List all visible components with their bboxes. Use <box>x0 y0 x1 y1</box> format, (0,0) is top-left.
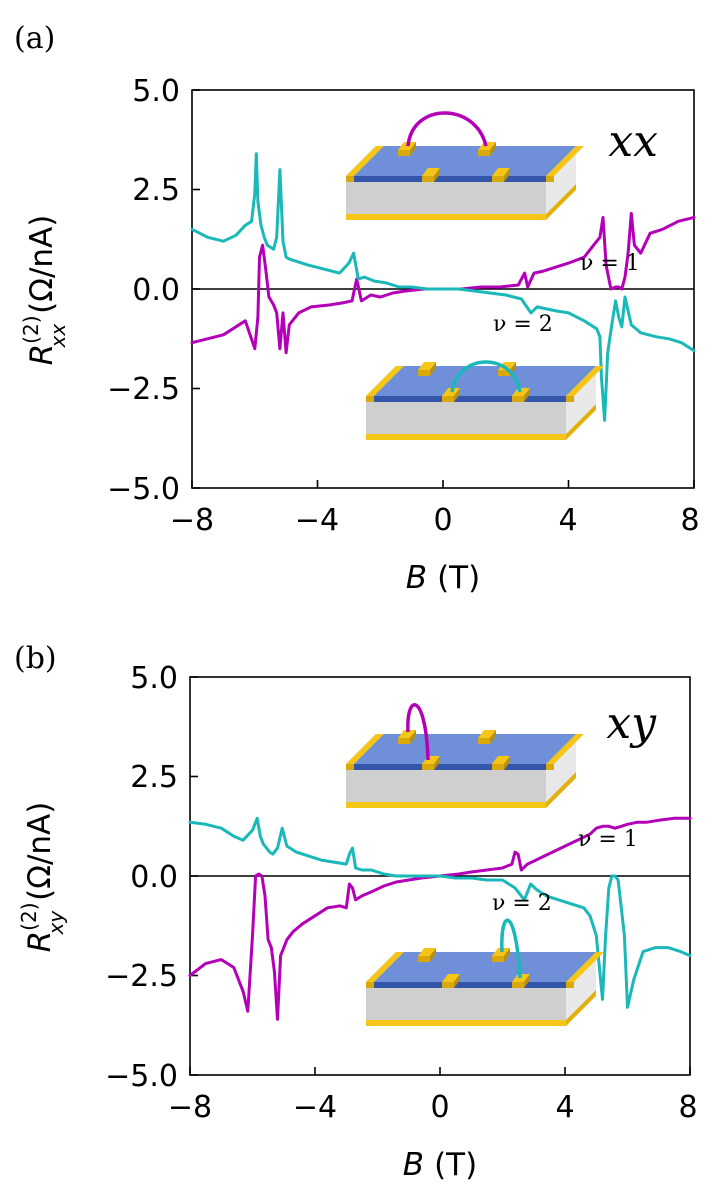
panel-b-xlabel-unit: (T) <box>434 1147 477 1183</box>
panel-b-ylabel-unit: (Ω/nA) <box>22 802 58 901</box>
panel-b-annotation-nu1: ν = 1 <box>578 827 638 852</box>
panel-a-ticks <box>191 89 695 489</box>
panel-a-ylabel-symbol: R <box>24 344 60 366</box>
panel-b-ytick-label: 0.0 <box>130 860 178 895</box>
panel-b-xlabel-symbol: B <box>403 1147 424 1183</box>
panel-b-series-nu2 <box>188 816 692 1009</box>
panel-b-annotation-nu2: ν = 2 <box>492 891 552 916</box>
panel-a-series-nu2 <box>190 152 696 422</box>
panel-a-xtick-label: 0 <box>433 503 452 538</box>
panel-a-annotation-nu1: ν = 1 <box>580 251 640 276</box>
panel-a-xlabel-unit: (T) <box>437 560 480 596</box>
panel-b-ytick-label: −2.5 <box>105 959 178 994</box>
panel-a-ytick-label: 2.5 <box>132 173 180 208</box>
panel-a-ytick-label: −2.5 <box>107 372 180 407</box>
panel-b-ylabel-subscript: xy <box>44 910 68 936</box>
panel-a-label: (a) <box>14 21 55 56</box>
panel-a-ytick-label: 5.0 <box>132 74 180 109</box>
panel-a-xtick-label: −4 <box>295 503 339 538</box>
panel-a-plot: 5.0 2.5 0.0 −2.5 −5.0 −8 −4 0 4 8 B (T) R… <box>19 74 700 596</box>
panel-a-device-top-illustration <box>346 111 584 220</box>
panel-b-xtick-label: 4 <box>555 1090 574 1125</box>
panel-a-ylabel: R(2) xx (Ω/nA) <box>19 215 70 366</box>
panel-a-ytick-label: 0.0 <box>132 273 180 308</box>
panel-a-xlabel-symbol: B <box>406 560 427 596</box>
panel-b-plot: 5.0 2.5 0.0 −2.5 −5.0 −8 −4 0 4 8 B (T) R… <box>17 661 698 1183</box>
panel-b-device-top-illustration <box>346 703 584 808</box>
panel-b-ylabel-superscript: (2) <box>17 902 41 930</box>
panel-a-corner-label: xx <box>608 116 658 167</box>
panel-b-ylabel: R(2) xy (Ω/nA) <box>17 802 68 953</box>
panel-a-device-bottom-illustration <box>366 360 604 440</box>
panel-b-corner-label: xy <box>606 698 657 749</box>
panel-a-ylabel-unit: (Ω/nA) <box>24 215 60 314</box>
panel-b-xtick-label: −4 <box>293 1090 337 1125</box>
panel-a: (a) 5.0 2.5 0.0 −2.5 −5.0 −8 −4 0 4 8 B (… <box>14 21 700 596</box>
panel-a-xtick-label: 8 <box>680 503 699 538</box>
panel-b-device-bottom-illustration <box>366 918 604 1026</box>
panel-b-ytick-label: 2.5 <box>130 760 178 795</box>
panel-b-xtick-label: 0 <box>430 1090 449 1125</box>
panel-b-xlabel: B (T) <box>403 1147 477 1183</box>
panel-b-xtick-label: −8 <box>168 1090 212 1125</box>
panel-a-ytick-label: −5.0 <box>107 472 180 507</box>
panel-b-series-nu1 <box>188 816 692 1021</box>
panel-a-annotation-nu2: ν = 2 <box>493 312 553 337</box>
panel-a-xlabel: B (T) <box>406 560 480 596</box>
panel-b-xtick-label: 8 <box>678 1090 697 1125</box>
panel-b-ytick-label: 5.0 <box>130 661 178 696</box>
panel-a-xtick-label: 4 <box>558 503 577 538</box>
panel-a-xtick-label: −8 <box>170 503 214 538</box>
panel-b-ytick-label: −5.0 <box>105 1059 178 1094</box>
panel-b-label: (b) <box>14 641 57 676</box>
panel-a-ylabel-superscript: (2) <box>19 315 43 343</box>
panel-a-ylabel-subscript: xx <box>46 324 70 349</box>
panel-b-ylabel-symbol: R <box>22 931 58 953</box>
panel-b: (b) 5.0 2.5 0.0 −2.5 −5.0 −8 −4 0 4 8 B (… <box>14 641 698 1183</box>
